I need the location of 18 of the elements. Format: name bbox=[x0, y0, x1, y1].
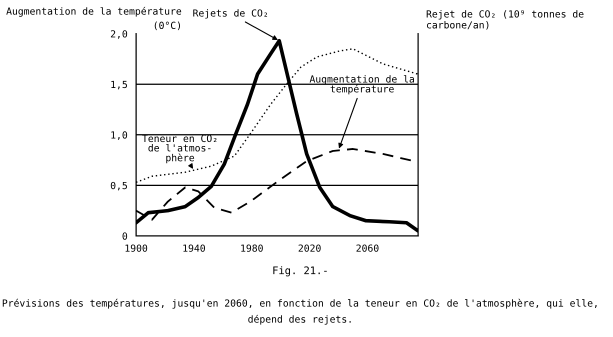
y2-axis-title: Rejet de CO₂ (10⁹ tonnes de carbone/an) bbox=[426, 10, 584, 30]
y-tick-label: 0,5 bbox=[110, 182, 127, 190]
annotation: Augmentation de la température bbox=[310, 75, 414, 94]
text: (0°C) bbox=[154, 22, 180, 30]
y-tick-label: 1,0 bbox=[111, 131, 128, 140]
x-tick-label: 1900 bbox=[126, 244, 148, 252]
y-tick-label: 1,5 bbox=[111, 80, 127, 90]
x-tick-label: 1940 bbox=[183, 244, 206, 252]
x-tick-label: 1980 bbox=[241, 244, 263, 252]
annotation: Rejets de CO₂ bbox=[193, 9, 268, 19]
x-tick-label: 2020 bbox=[298, 244, 321, 252]
y-tick-label: 0 bbox=[122, 232, 128, 240]
y-axis-title: Augmentation de la température bbox=[6, 6, 182, 17]
annotation: Teneur en CO₂ de l'atmos- phère bbox=[142, 134, 216, 164]
text: Fig. 21.- bbox=[273, 266, 327, 276]
y-tick-label: 2,0 bbox=[110, 30, 128, 39]
x-tick-label: 2060 bbox=[356, 244, 379, 252]
text: Prévisions des températures, jusqu'en 2060, en fonction de la teneur en CO₂ de l'atmosphère, qui elle, dépend des rejets. bbox=[2, 298, 597, 325]
